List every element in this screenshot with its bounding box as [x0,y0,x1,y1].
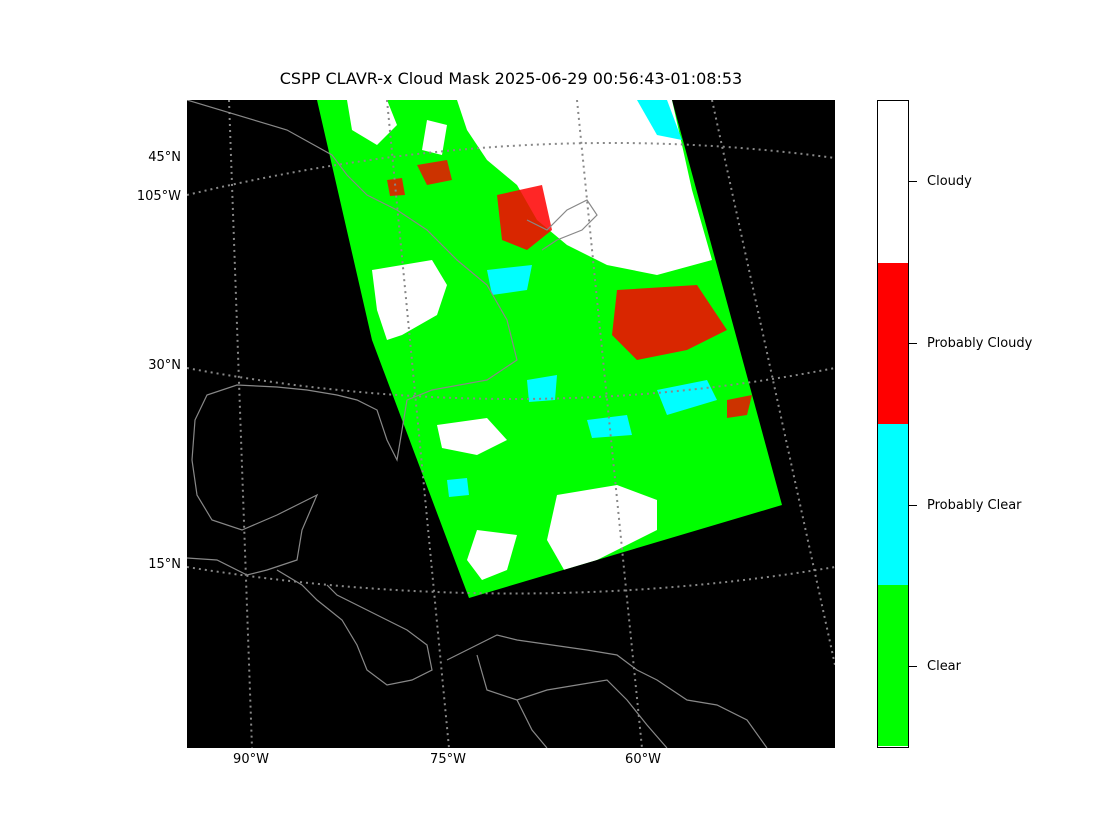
colorbar-probably-clear-swatch [878,424,908,585]
colorbar-label-probably-clear: Probably Clear [927,498,1022,513]
graticule [187,100,835,748]
south-america-coast [446,634,768,748]
lat-label-30n: 30°N [148,358,181,373]
cloudy-region [347,100,397,145]
cloudy-region [422,120,447,155]
lat-label-15n: 15°N [148,557,181,572]
latitude-line-45n [187,141,835,196]
colorbar-tick [909,343,917,344]
central-america-coast [276,569,433,686]
probably-clear-region [447,478,469,497]
coastlines [187,100,768,748]
probably-cloudy-region [497,185,552,250]
satellite-map [187,100,835,748]
colorbar-label-clear: Clear [927,659,961,674]
colorbar-tick [909,505,917,506]
probably-clear-region [527,375,557,402]
colorbar-probably-cloudy-swatch [878,263,908,424]
longitude-line-75w [386,100,450,748]
colorbar-cloudy-swatch [878,101,908,263]
probably-cloudy-region [612,285,727,360]
latitude-line-15n [187,566,835,595]
probably-cloudy-region [727,395,752,418]
colorbar-clear-swatch [878,585,908,746]
lat-label-45n: 45°N [148,150,181,165]
colorbar [877,100,909,748]
cloudy-region [587,135,637,170]
cloudy-region [457,100,712,275]
probably-clear-region [587,415,632,438]
north-america-coast [187,100,518,576]
colorbar-tick [909,666,917,667]
lon-label-60w: 60°W [625,752,661,767]
map-title: CSPP CLAVR-x Cloud Mask 2025-06-29 00:56… [279,69,743,88]
probably-cloudy-region [417,160,452,185]
probably-cloudy-region [387,178,405,196]
colorbar-tick [909,181,917,182]
colorbar-label-probably-cloudy: Probably Cloudy [927,336,1033,351]
cloudy-region [372,260,447,340]
lon-label-90w: 90°W [233,752,269,767]
cloud-mask-swath [317,100,782,598]
probably-clear-region [487,265,532,295]
longitude-line-90w [228,100,253,748]
lat-label-105w: 105°W [136,189,181,204]
canada-maritimes-coast [526,199,598,251]
probably-clear-region [637,100,682,140]
map-canvas [187,100,835,748]
cloudy-region [547,485,657,575]
longitude-line-60w [576,100,643,748]
south-america-interior [476,654,668,748]
longitude-line-45w [711,100,835,666]
cloudy-region [467,530,517,580]
lon-label-75w: 75°W [430,752,466,767]
cloudy-region [437,418,507,455]
south-america-interior-2 [516,699,548,748]
colorbar-label-cloudy: Cloudy [927,174,972,189]
